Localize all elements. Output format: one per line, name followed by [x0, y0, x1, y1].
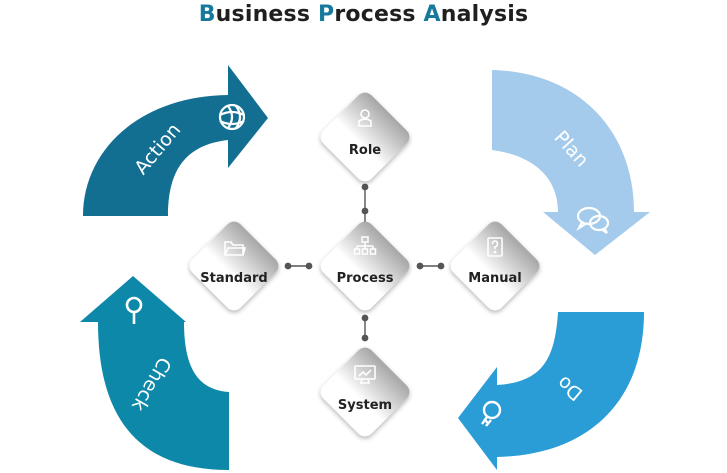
title-part: nalysis [440, 2, 529, 27]
node-role [320, 92, 410, 182]
arc-plan [492, 70, 650, 255]
node-label-system: System [337, 398, 393, 413]
node-label-role: Role [348, 143, 382, 158]
node-standard [189, 221, 279, 311]
title-part: rocess [334, 2, 424, 27]
node-label-process: Process [336, 271, 394, 286]
title-part: B [198, 2, 216, 27]
globe-icon [218, 103, 246, 131]
folder-icon [224, 241, 247, 256]
node-label-manual: Manual [468, 271, 522, 286]
node-system [320, 347, 410, 437]
title-part: A [423, 2, 441, 27]
diagram-title: Business Process Analysis [0, 2, 727, 27]
arc-do [458, 312, 644, 470]
connector-dots [284, 183, 445, 342]
monitor-icon [354, 365, 376, 384]
node-manual [450, 221, 540, 311]
lightbulb-icon [481, 400, 502, 427]
arc-action [83, 65, 268, 216]
node-label-standard: Standard [200, 271, 268, 286]
title-part: usiness [215, 2, 319, 27]
arc-check [80, 276, 229, 470]
hierarchy-icon [353, 236, 377, 255]
person-icon [358, 109, 372, 127]
speech-bubbles-icon [576, 206, 610, 234]
question-book-icon [487, 237, 503, 257]
magnifier-icon [125, 296, 143, 324]
title-part: P [318, 2, 335, 27]
node-process [320, 221, 410, 311]
